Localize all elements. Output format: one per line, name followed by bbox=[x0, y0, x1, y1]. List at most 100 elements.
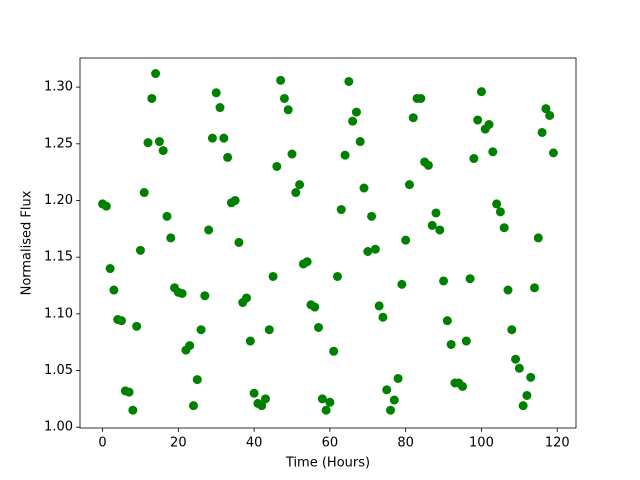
point bbox=[495, 207, 505, 217]
point bbox=[287, 149, 297, 159]
point bbox=[370, 244, 380, 254]
point bbox=[321, 405, 331, 415]
y-tick-label: 1.10 bbox=[44, 306, 73, 321]
point bbox=[139, 188, 149, 198]
point bbox=[442, 316, 452, 326]
point bbox=[514, 363, 524, 373]
point bbox=[526, 372, 536, 382]
point bbox=[166, 233, 176, 243]
x-tick-label: 60 bbox=[322, 436, 339, 451]
x-tick-label: 20 bbox=[170, 436, 187, 451]
point bbox=[473, 115, 483, 125]
point bbox=[359, 183, 369, 193]
point bbox=[302, 257, 312, 267]
point bbox=[135, 245, 145, 255]
point bbox=[245, 336, 255, 346]
point bbox=[291, 188, 301, 198]
point bbox=[310, 302, 320, 312]
point bbox=[332, 271, 342, 281]
point bbox=[548, 148, 558, 158]
point bbox=[458, 381, 468, 391]
point bbox=[488, 147, 498, 157]
point bbox=[257, 401, 267, 411]
point bbox=[435, 225, 445, 235]
point bbox=[242, 293, 252, 303]
point bbox=[386, 405, 396, 415]
point bbox=[518, 401, 528, 411]
point bbox=[541, 104, 551, 114]
point bbox=[461, 336, 471, 346]
point bbox=[389, 395, 399, 405]
point bbox=[465, 274, 475, 284]
point bbox=[499, 223, 509, 233]
y-tick-label: 1.25 bbox=[44, 136, 73, 151]
point bbox=[177, 288, 187, 298]
point bbox=[234, 237, 244, 247]
point bbox=[427, 220, 437, 230]
point bbox=[143, 138, 153, 148]
point bbox=[272, 161, 282, 171]
point bbox=[196, 325, 206, 335]
point bbox=[283, 105, 293, 115]
point bbox=[230, 195, 240, 205]
point bbox=[185, 341, 195, 351]
point bbox=[128, 405, 138, 415]
point bbox=[249, 388, 259, 398]
point bbox=[351, 107, 361, 117]
point bbox=[522, 390, 532, 400]
point bbox=[158, 146, 168, 156]
point bbox=[317, 394, 327, 404]
point bbox=[393, 373, 403, 383]
y-tick-label: 1.20 bbox=[44, 193, 73, 208]
point bbox=[204, 225, 214, 235]
point bbox=[533, 233, 543, 243]
point bbox=[147, 93, 157, 103]
point bbox=[382, 385, 392, 395]
point bbox=[200, 291, 210, 301]
point bbox=[367, 211, 377, 221]
point bbox=[537, 127, 547, 137]
point bbox=[154, 137, 164, 147]
point bbox=[378, 312, 388, 322]
point bbox=[408, 113, 418, 123]
point bbox=[116, 316, 126, 326]
point bbox=[431, 208, 441, 218]
point bbox=[507, 325, 517, 335]
point bbox=[355, 137, 365, 147]
y-tick-label: 1.05 bbox=[44, 363, 73, 378]
y-axis-label: Normalised Flux bbox=[20, 190, 35, 295]
point bbox=[101, 201, 111, 211]
point bbox=[423, 160, 433, 170]
point bbox=[211, 88, 221, 98]
x-tick-label: 100 bbox=[469, 436, 494, 451]
point bbox=[446, 339, 456, 349]
point bbox=[325, 397, 335, 407]
point bbox=[276, 75, 286, 85]
x-axis-label: Time (Hours) bbox=[285, 456, 370, 471]
point bbox=[192, 375, 202, 385]
point bbox=[492, 199, 502, 209]
point bbox=[151, 69, 161, 79]
point bbox=[295, 180, 305, 190]
y-tick-label: 1.30 bbox=[44, 80, 73, 95]
x-tick-label: 0 bbox=[98, 436, 106, 451]
point bbox=[530, 283, 540, 293]
point bbox=[223, 152, 233, 162]
point bbox=[215, 103, 225, 113]
point bbox=[416, 93, 426, 103]
point bbox=[260, 394, 270, 404]
point bbox=[279, 93, 289, 103]
point bbox=[340, 150, 350, 160]
y-tick-label: 1.00 bbox=[44, 420, 73, 435]
point bbox=[268, 271, 278, 281]
point bbox=[545, 110, 555, 120]
point bbox=[511, 354, 521, 364]
axes-frame bbox=[79, 57, 577, 429]
point bbox=[476, 87, 486, 97]
point bbox=[336, 205, 346, 215]
point bbox=[348, 116, 358, 126]
point bbox=[188, 401, 198, 411]
point bbox=[124, 387, 134, 397]
